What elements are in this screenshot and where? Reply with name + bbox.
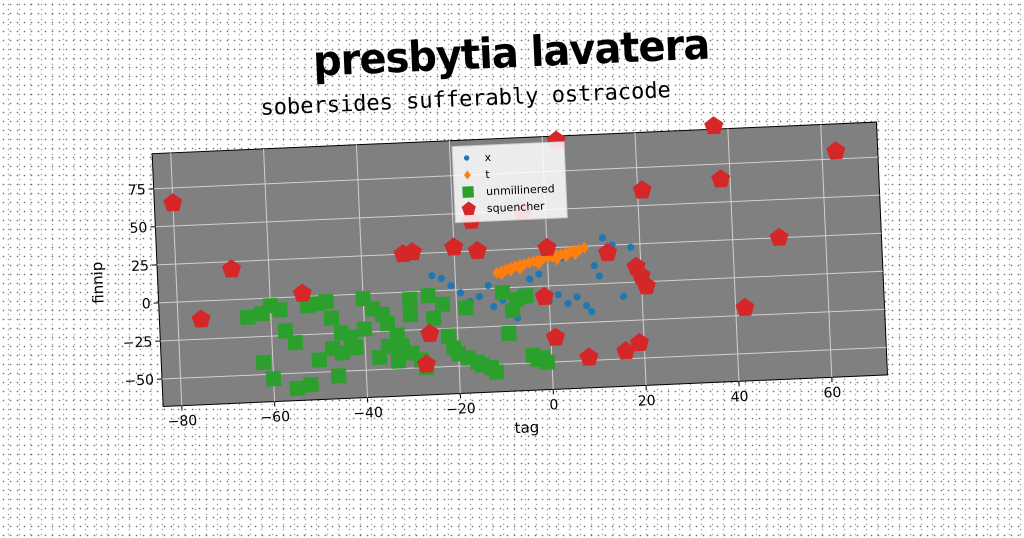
data-point-unmillinered bbox=[489, 364, 505, 380]
data-point-unmillinered bbox=[240, 310, 256, 326]
x-tick-label: −20 bbox=[446, 401, 476, 418]
data-point-unmillinered bbox=[402, 292, 418, 308]
data-point-unmillinered bbox=[403, 307, 419, 323]
data-point-unmillinered bbox=[495, 285, 511, 301]
data-point-unmillinered bbox=[256, 355, 272, 371]
data-point-unmillinered bbox=[331, 368, 347, 384]
y-tick-label: −25 bbox=[123, 334, 153, 351]
y-tick-label: 0 bbox=[141, 296, 151, 312]
y-tick-label: 25 bbox=[131, 258, 150, 275]
x-tick-label: 20 bbox=[637, 393, 656, 410]
x-tick-label: −80 bbox=[167, 413, 197, 430]
x-tick-label: −40 bbox=[353, 405, 383, 422]
y-tick-label: 75 bbox=[128, 182, 147, 199]
data-point-unmillinered bbox=[272, 302, 288, 318]
data-point-unmillinered bbox=[334, 345, 350, 361]
data-point-unmillinered bbox=[435, 296, 451, 312]
legend-label-x: x bbox=[484, 151, 492, 164]
data-point-unmillinered bbox=[357, 321, 373, 337]
data-point-unmillinered bbox=[458, 300, 474, 316]
legend-marker-unmillinered bbox=[462, 186, 474, 198]
x-tick-label: 40 bbox=[730, 389, 749, 406]
data-point-unmillinered bbox=[501, 326, 517, 342]
y-tick-label: 50 bbox=[129, 220, 148, 237]
data-point-unmillinered bbox=[505, 303, 521, 319]
legend-label-squencher: squencher bbox=[487, 200, 546, 216]
data-point-unmillinered bbox=[324, 310, 340, 326]
y-tick-label: −50 bbox=[124, 372, 154, 389]
x-tick-label: −60 bbox=[260, 409, 290, 426]
x-tick-label: 60 bbox=[823, 385, 842, 402]
data-point-unmillinered bbox=[391, 353, 407, 369]
data-point-unmillinered bbox=[348, 340, 364, 356]
data-point-unmillinered bbox=[426, 311, 442, 327]
data-point-unmillinered bbox=[318, 294, 334, 310]
data-point-unmillinered bbox=[518, 288, 534, 304]
data-point-unmillinered bbox=[266, 371, 282, 387]
data-point-unmillinered bbox=[540, 354, 556, 370]
data-point-unmillinered bbox=[287, 335, 303, 351]
data-point-unmillinered bbox=[420, 288, 436, 304]
data-point-unmillinered bbox=[303, 377, 319, 393]
data-point-unmillinered bbox=[381, 338, 397, 354]
x-tick-label: 0 bbox=[549, 397, 559, 413]
data-point-unmillinered bbox=[311, 352, 327, 368]
y-axis-label: finnip bbox=[88, 261, 108, 304]
data-point-unmillinered bbox=[289, 381, 305, 397]
x-axis-label: tag bbox=[514, 418, 539, 437]
